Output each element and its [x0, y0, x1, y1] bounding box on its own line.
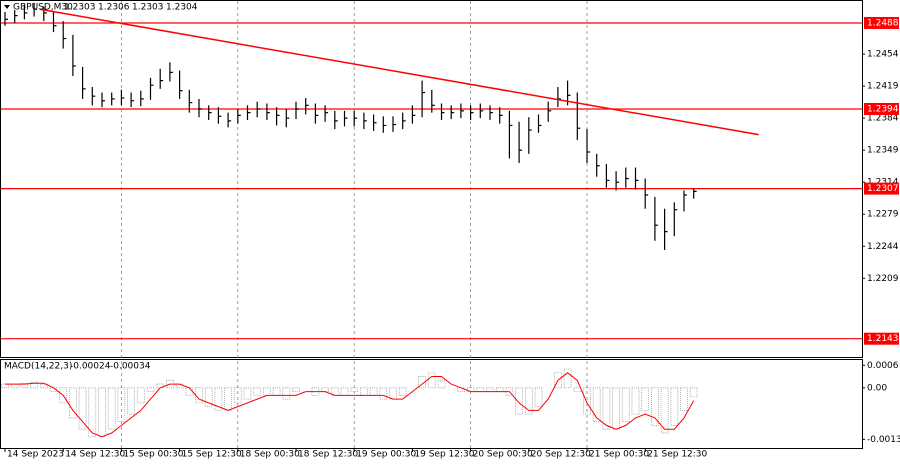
macd-histogram-bar [39, 383, 48, 389]
macd-histogram-bar [680, 387, 688, 411]
level-label: 1.2394 [867, 104, 899, 114]
macd-histogram-bar [78, 387, 87, 430]
x-tick-label: 21 Sep 00:30 [589, 450, 649, 460]
macd-histogram-bar [437, 379, 446, 389]
macd-histogram-bar [136, 387, 145, 404]
trendline [39, 8, 759, 136]
macd-histogram-bar [641, 387, 650, 411]
macd-histogram-bar [20, 382, 29, 389]
macd-histogram-bar [398, 387, 407, 396]
x-tick-label: 14 Sep 2023 [7, 450, 64, 460]
y-tick-label: 0.0006 [867, 361, 899, 371]
macd-histogram-bar [69, 387, 77, 419]
macd-histogram-bar [456, 387, 465, 392]
level-label-box [864, 332, 899, 345]
macd-histogram-bar [233, 387, 242, 404]
level-label: 1.2488 [867, 18, 899, 28]
macd-histogram-bar [631, 387, 640, 415]
macd-histogram-bar [379, 387, 388, 400]
x-tick-label: 19 Sep 12:30 [414, 450, 474, 460]
macd-histogram-bar [49, 387, 58, 392]
macd-histogram-bar [583, 387, 591, 415]
macd-histogram-bar [292, 387, 300, 392]
macd-histogram-bar [30, 381, 39, 389]
level-label: 1.2143 [867, 334, 899, 344]
macd-histogram-bar [204, 387, 213, 408]
macd-histogram-bar [592, 387, 601, 423]
macd-histogram-bar [612, 387, 620, 430]
macd-histogram-bar [602, 387, 611, 430]
macd-histogram-bar [563, 368, 572, 389]
x-tick-label: 15 Sep 00:30 [123, 450, 183, 460]
macd-histogram-bar [389, 387, 397, 400]
macd-histogram-bar [146, 387, 155, 392]
macd-histogram-bar [651, 387, 659, 426]
price-panel [0, 0, 863, 358]
macd-histogram-bar [418, 376, 427, 389]
x-tick-label: 18 Sep 12:30 [298, 450, 358, 460]
level-label-box [864, 102, 899, 115]
macd-histogram-bar [621, 387, 630, 423]
macd-signal-line [5, 372, 695, 438]
macd-histogram-bar [427, 372, 436, 389]
macd-histogram-bar [107, 387, 116, 430]
y-tick-label: 1.2209 [867, 274, 899, 284]
macd-histogram-bar [127, 387, 135, 415]
symbol-title: GBPUSD,M30 [13, 3, 73, 13]
level-label-box [864, 182, 899, 195]
macd-histogram-bar [253, 387, 262, 396]
y-tick-label: 1.2244 [867, 242, 899, 252]
macd-histogram-bar [282, 387, 291, 400]
x-tick-label: 15 Sep 12:30 [182, 450, 242, 460]
macd-histogram-bar [224, 387, 233, 411]
y-tick-label: 1.2419 [867, 82, 899, 92]
header-price: 1.2303 [132, 3, 164, 13]
macd-panel [0, 359, 863, 449]
x-tick-label: 21 Sep 12:30 [647, 450, 707, 460]
macd-histogram-bar [534, 387, 543, 408]
y-tick-label: 1.2384 [867, 114, 899, 124]
macd-histogram-bar [515, 387, 523, 415]
x-tick-label: 19 Sep 00:30 [356, 450, 416, 460]
y-tick-label: -0.00137 [867, 435, 900, 445]
y-tick-label: 1.2454 [867, 50, 899, 60]
header-price: 1.2304 [166, 3, 198, 13]
y-tick-label: 0.00 [867, 383, 887, 393]
macd-histogram-bar [670, 387, 679, 426]
x-tick-label: 20 Sep 12:30 [531, 450, 591, 460]
level-label-box [864, 16, 899, 29]
x-tick-label: 14 Sep 12:30 [65, 450, 125, 460]
menu-arrow [4, 5, 10, 9]
macd-histogram-bar [350, 387, 359, 392]
y-tick-label: 1.2349 [867, 146, 899, 156]
macd-histogram-bar [10, 383, 19, 389]
level-label: 1.2307 [867, 184, 899, 194]
macd-histogram-bar [505, 387, 514, 396]
indicator-title: MACD(14,22,3) [4, 362, 72, 372]
indicator-value: -0.00034 [110, 362, 151, 372]
x-tick-label: 18 Sep 00:30 [240, 450, 300, 460]
macd-histogram-bar [117, 387, 126, 423]
header-price: 1.2303 [64, 3, 96, 13]
macd-histogram-bar [554, 372, 562, 389]
macd-histogram-bar [214, 387, 223, 411]
x-tick-label: 20 Sep 00:30 [473, 450, 533, 460]
macd-histogram-bar [1, 383, 9, 389]
y-tick-label: 1.2279 [867, 210, 899, 220]
header-price: 1.2306 [98, 3, 130, 13]
indicator-value: -0.00024 [70, 362, 111, 372]
macd-histogram-bar [243, 387, 252, 400]
macd-histogram-bar [59, 387, 68, 404]
macd-histogram-bar [524, 387, 533, 415]
